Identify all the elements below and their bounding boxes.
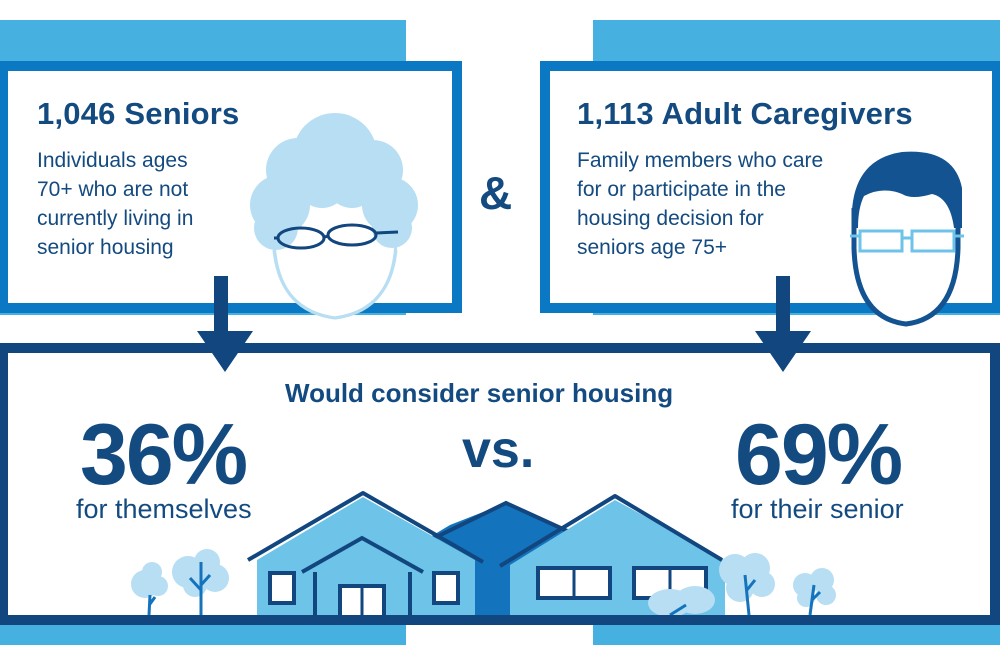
ampersand-connector: & [479, 167, 513, 219]
senior-woman-face-icon [240, 110, 430, 325]
caregiver-man-face-icon [842, 148, 972, 328]
tree-icon [793, 568, 836, 616]
versus-label: vs. [462, 421, 535, 479]
results-panel-bottom-border [0, 615, 1000, 625]
results-headline: Would consider senior housing [285, 378, 674, 408]
caregivers-description: Family members who care for or participa… [577, 149, 824, 259]
seniors-description: Individuals ages 70+ who are not current… [37, 149, 194, 259]
houses-and-trees-icon [120, 490, 840, 616]
seniors-percentage: 36% [80, 407, 248, 503]
caregivers-percentage: 69% [735, 407, 903, 503]
right-down-arrow-icon [755, 276, 811, 372]
tree-icon [719, 553, 775, 616]
seniors-percentage-label: for themselves [76, 494, 252, 524]
tree-icon [131, 562, 168, 616]
caregivers-percentage-label: for their senior [731, 494, 904, 524]
bush-icon [648, 586, 715, 616]
caregivers-title: 1,113 Adult Caregivers [577, 96, 913, 131]
left-down-arrow-icon [197, 276, 253, 372]
tree-icon [172, 549, 229, 615]
seniors-title: 1,046 Seniors [37, 96, 240, 131]
